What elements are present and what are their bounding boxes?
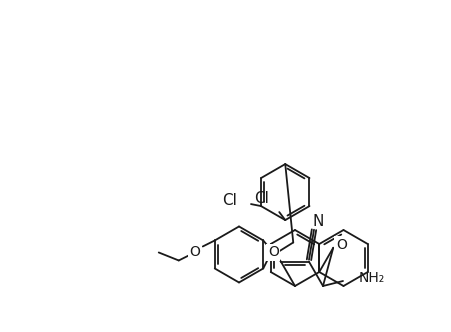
Text: O: O: [189, 245, 200, 260]
Text: Cl: Cl: [254, 191, 269, 206]
Text: N: N: [312, 214, 324, 229]
Text: Cl: Cl: [222, 193, 237, 208]
Text: NH₂: NH₂: [359, 271, 385, 285]
Text: O: O: [268, 245, 279, 260]
Text: O: O: [336, 238, 347, 252]
